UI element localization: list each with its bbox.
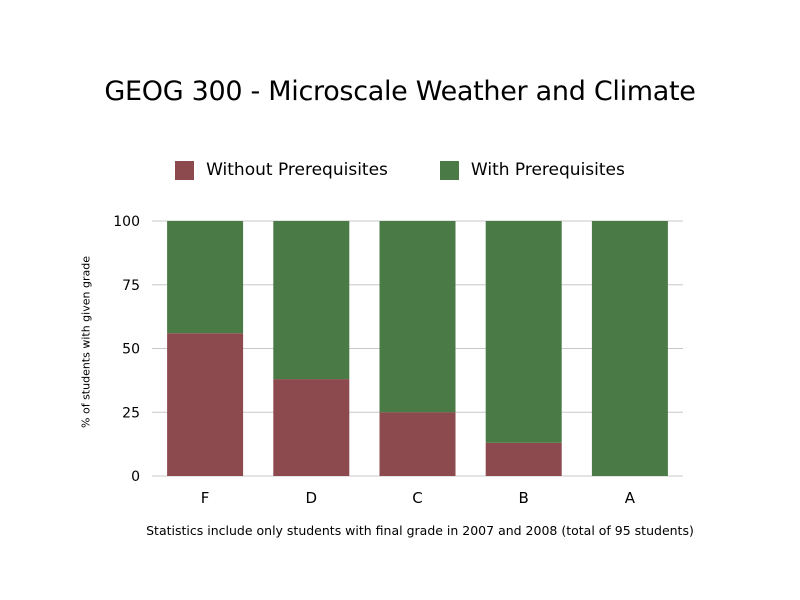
x-tick-label-f: F (201, 489, 210, 507)
chart-title: GEOG 300 - Microscale Weather and Climat… (104, 76, 696, 107)
y-tick-label-100: 100 (113, 214, 140, 230)
bar-c-without-prerequisites (379, 412, 456, 476)
bar-f-with-prerequisites (167, 221, 244, 334)
bar-d-with-prerequisites (273, 221, 350, 380)
bar-d-without-prerequisites (273, 379, 350, 476)
legend-label-with-prerequisites: With Prerequisites (470, 160, 625, 180)
bar-f-without-prerequisites (167, 333, 244, 476)
footnote: Statistics include only students with fi… (146, 523, 694, 538)
bar-c-with-prerequisites (379, 221, 456, 413)
y-tick-label-25: 25 (122, 405, 140, 421)
y-tick-label-75: 75 (122, 278, 140, 294)
x-tick-label-d: D (306, 489, 318, 507)
legend: Without Prerequisites With Prerequisites (0, 160, 800, 180)
bar-b-with-prerequisites (485, 221, 562, 443)
x-tick-label-c: C (412, 489, 422, 507)
legend-item-with-prerequisites: With Prerequisites (439, 160, 625, 180)
bar-a-with-prerequisites (591, 221, 668, 476)
x-tick-label-a: A (625, 489, 636, 507)
y-tick-label-50: 50 (122, 342, 140, 358)
bar-b-without-prerequisites (485, 442, 562, 476)
legend-label-without-prerequisites: Without Prerequisites (206, 160, 388, 180)
y-tick-label-0: 0 (131, 469, 140, 485)
x-tick-label-b: B (519, 489, 529, 507)
legend-item-without-prerequisites: Without Prerequisites (175, 160, 388, 180)
legend-swatch-without-prerequisites (175, 160, 195, 180)
legend-swatch-with-prerequisites (439, 160, 459, 180)
